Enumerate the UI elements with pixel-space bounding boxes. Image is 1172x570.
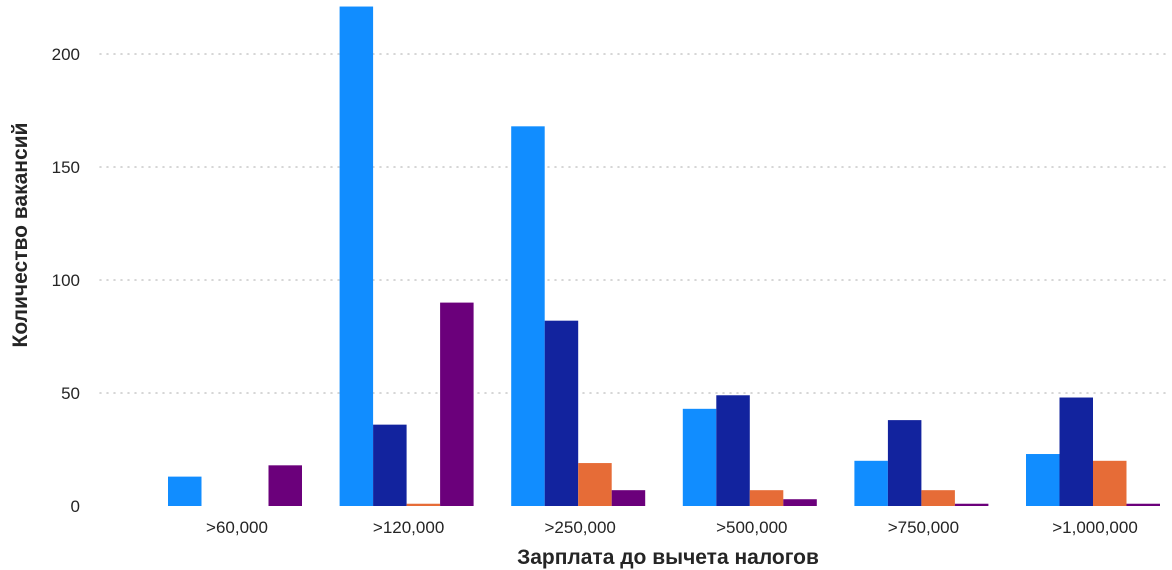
bar[interactable] — [682, 408, 717, 506]
bar[interactable] — [921, 490, 955, 506]
y-axis-title: Количество вакансий — [9, 123, 32, 348]
x-tick-label: >1,000,000 — [1052, 518, 1138, 537]
x-tick-label: >60,000 — [206, 518, 268, 537]
x-tick-label: >250,000 — [545, 518, 616, 537]
y-tick-label: 100 — [52, 271, 80, 290]
y-tick-label: 150 — [52, 158, 80, 177]
bar[interactable] — [373, 424, 407, 506]
y-tick-label: 50 — [61, 384, 80, 403]
bar[interactable] — [854, 460, 888, 506]
bar[interactable] — [1126, 503, 1161, 506]
bar[interactable] — [749, 490, 784, 506]
x-tick-label: >500,000 — [716, 518, 787, 537]
x-tick-label: >120,000 — [373, 518, 444, 537]
bar[interactable] — [887, 420, 922, 506]
bar[interactable] — [1026, 454, 1060, 506]
bar[interactable] — [406, 503, 441, 506]
bar[interactable] — [578, 463, 612, 506]
bar[interactable] — [716, 395, 750, 506]
bar[interactable] — [511, 126, 545, 506]
bar[interactable] — [1059, 397, 1094, 506]
y-tick-label: 0 — [71, 497, 80, 516]
x-tick-label: >750,000 — [888, 518, 959, 537]
x-axis-ticks: >60,000 >120,000 >250,000 >500,000 >750,000 >… — [206, 518, 1138, 537]
bars — [168, 6, 1161, 506]
bar[interactable] — [1093, 460, 1127, 506]
bar[interactable] — [954, 503, 989, 506]
y-tick-label: 200 — [52, 45, 80, 64]
bar[interactable] — [440, 302, 474, 506]
bar[interactable] — [783, 499, 817, 506]
gridlines — [99, 53, 1166, 394]
bar[interactable] — [339, 6, 374, 506]
bar[interactable] — [168, 476, 202, 506]
bar[interactable] — [268, 465, 303, 506]
x-axis-title: Зарплата до вычета налогов — [517, 546, 819, 569]
bar[interactable] — [611, 490, 646, 506]
y-axis-ticks: 0 50 100 150 200 — [52, 45, 80, 516]
bar[interactable] — [544, 320, 579, 506]
